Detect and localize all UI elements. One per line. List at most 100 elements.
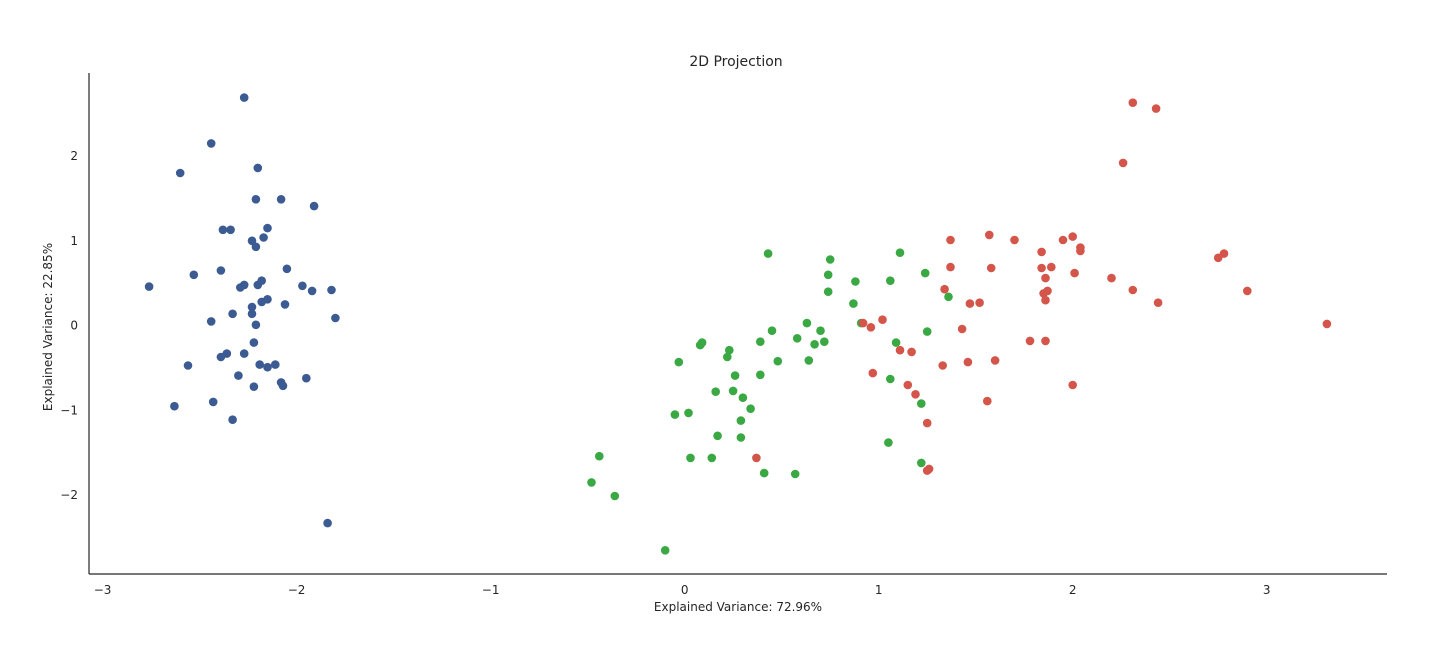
data-point [756,337,765,347]
data-point [767,326,777,336]
data-point [216,266,226,275]
data-point [823,287,833,297]
data-point [1041,273,1050,283]
data-point [866,323,876,332]
data-point [595,451,604,461]
data-point [990,356,1000,365]
y-tick-labels: −2 −1 0 1 2 [60,149,78,502]
data-point [975,298,984,308]
data-point [985,230,994,240]
data-point [713,431,722,441]
data-point [1118,158,1128,168]
data-point [746,404,755,414]
y-tick-label: 0 [70,319,78,333]
data-point [1025,336,1035,346]
data-point [253,163,263,173]
data-point [849,299,858,308]
data-point [810,340,819,349]
data-point [280,300,290,309]
data-point [917,458,926,468]
data-point [752,453,761,463]
data-point [736,433,746,442]
y-tick-label: −1 [60,403,78,417]
data-point [730,371,740,380]
data-point [251,242,261,252]
x-tick-label: −3 [94,583,112,597]
data-point [610,491,620,501]
data-point [723,352,732,362]
x-tick-label: 1 [875,583,883,597]
data-point [858,318,868,328]
data-point [1107,273,1116,283]
data-point [707,453,717,463]
data-point [1047,262,1056,272]
data-point [756,370,765,380]
data-point [257,297,267,307]
data-point [895,248,905,257]
data-point [216,352,226,362]
data-point [878,315,887,325]
data-point [946,262,955,272]
data-point [895,345,905,355]
data-point [170,401,179,411]
data-point [234,371,243,380]
data-point [886,276,895,286]
data-point [1037,247,1046,257]
data-point [239,280,249,290]
data-point [298,281,307,291]
data-point [327,285,336,295]
data-point [1068,232,1077,241]
data-point [986,263,996,273]
data-point [249,338,259,347]
data-point [884,438,893,447]
data-point [920,268,930,278]
data-point [183,361,193,370]
data-point [218,225,228,235]
data-point [1010,235,1019,245]
data-point [851,277,860,286]
data-point [790,469,800,479]
data-point [684,408,693,418]
data-point [825,255,835,264]
data-point [208,397,218,407]
data-point [940,284,949,294]
data-point [759,468,769,478]
data-point [957,324,967,334]
data-point [587,478,596,487]
data-point [1243,286,1252,296]
x-tick-label: −1 [482,583,500,597]
series-2 [587,248,953,555]
y-tick-label: 1 [70,234,78,248]
data-point [711,387,720,397]
data-point [907,347,916,357]
data-point [271,360,280,369]
data-point [1058,235,1068,245]
series-3 [752,98,1332,475]
data-point [278,381,288,391]
data-point [736,416,746,425]
data-point [1128,98,1138,107]
y-axis-label: Explained Variance: 22.85% [41,243,55,411]
data-point [247,302,257,312]
data-point [309,201,319,211]
data-point [331,313,340,323]
x-tick-label: 0 [681,583,689,597]
data-point [249,382,259,392]
data-point [1153,298,1163,308]
data-point [911,390,920,399]
data-point [1041,295,1050,305]
axes [88,73,1387,575]
data-point [276,195,286,204]
data-point [922,466,932,475]
data-point [1068,380,1077,390]
y-tick-label: −2 [60,488,78,502]
data-point [686,453,695,463]
x-tick-labels: −3 −2 −1 0 1 2 3 [94,583,1271,597]
data-point [660,546,670,555]
data-point [773,356,783,366]
data-point [175,168,185,178]
series-1 [144,93,340,528]
data-point [1151,104,1161,113]
data-point [1037,263,1046,273]
data-point [1039,289,1048,298]
